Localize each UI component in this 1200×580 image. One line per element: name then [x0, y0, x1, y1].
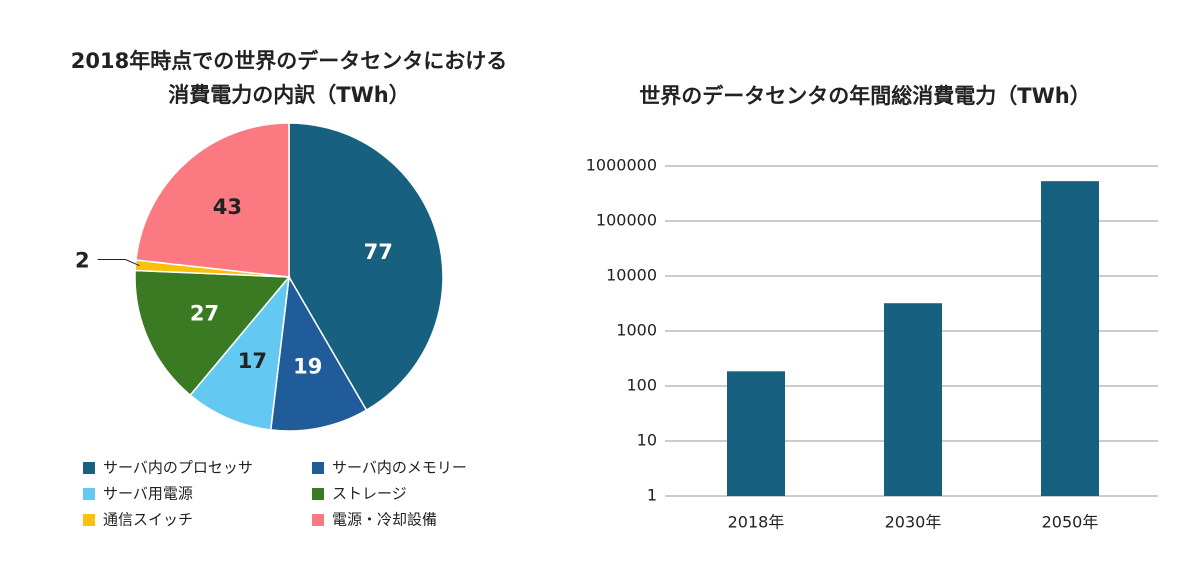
y-tick-label: 100 — [626, 376, 657, 395]
y-tick-label: 1 — [647, 486, 657, 505]
bar — [884, 303, 942, 496]
y-tick-label: 1000 — [616, 321, 657, 340]
y-tick-label: 1000000 — [586, 156, 657, 175]
legend-label: 電源・冷却設備 — [332, 511, 437, 529]
legend-label: サーバ内のプロセッサ — [103, 459, 253, 477]
x-tick-label: 2050年 — [1042, 513, 1099, 532]
y-tick-label: 10 — [637, 431, 657, 450]
legend-swatch — [83, 462, 95, 474]
pie-slice — [189, 274, 291, 431]
legend-swatch — [312, 462, 324, 474]
x-tick-label: 2030年 — [885, 513, 942, 532]
slice-label: 19 — [293, 354, 322, 378]
pie-title: 2018年時点での世界のデータセンタにおける — [71, 49, 507, 73]
legend-label: サーバ内のメモリー — [332, 459, 467, 477]
legend-swatch — [312, 514, 324, 526]
x-tick-label: 2018年 — [728, 513, 785, 532]
legend-swatch — [83, 514, 95, 526]
legend-swatch — [312, 488, 324, 500]
bar — [727, 371, 785, 496]
pie-slice — [269, 274, 368, 432]
slice-label: 43 — [213, 195, 242, 219]
bar — [1041, 181, 1099, 496]
pie-slice — [134, 269, 291, 397]
bar-title: 世界のデータセンタの年間総消費電力（TWh） — [639, 84, 1090, 108]
slice-label: 27 — [190, 301, 219, 325]
legend-label: 通信スイッチ — [103, 511, 193, 529]
slice-label: 17 — [238, 349, 267, 373]
pie-slice — [135, 122, 290, 278]
legend-label: サーバ用電源 — [103, 485, 193, 503]
pie-title: 消費電力の内訳（TWh） — [168, 83, 409, 107]
legend-label: ストレージ — [332, 485, 407, 503]
slice-label: 77 — [364, 240, 393, 264]
slice-label: 2 — [75, 249, 90, 273]
legend-swatch — [83, 488, 95, 500]
y-tick-label: 100000 — [596, 211, 657, 230]
leader-line — [97, 259, 140, 267]
pie-slice — [288, 122, 444, 412]
y-tick-label: 10000 — [606, 266, 657, 285]
